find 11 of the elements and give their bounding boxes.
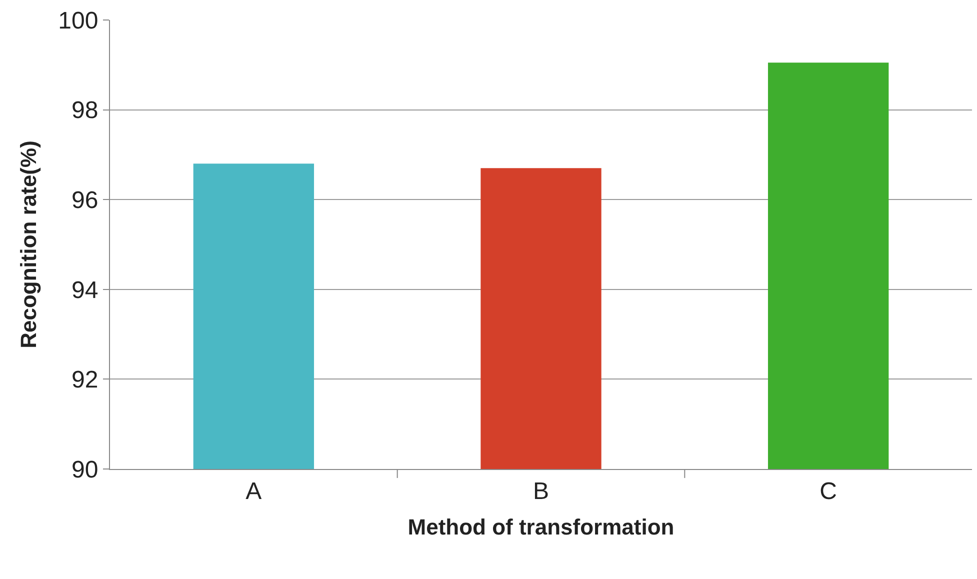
x-tick-label: B xyxy=(532,478,550,505)
y-tick-label: 94 xyxy=(71,276,98,304)
x-axis-title: Method of transformation xyxy=(408,514,674,540)
y-tick-label: 90 xyxy=(71,456,98,484)
y-tick-label: 96 xyxy=(71,187,98,214)
x-tick-label: A xyxy=(246,478,262,505)
y-axis-title: Recognition rate(%) xyxy=(16,140,41,348)
y-tick-label: 100 xyxy=(58,7,98,34)
y-tick-label: 92 xyxy=(71,366,98,394)
x-tick-label: C xyxy=(820,478,837,505)
y-tick-label: 98 xyxy=(71,97,98,124)
